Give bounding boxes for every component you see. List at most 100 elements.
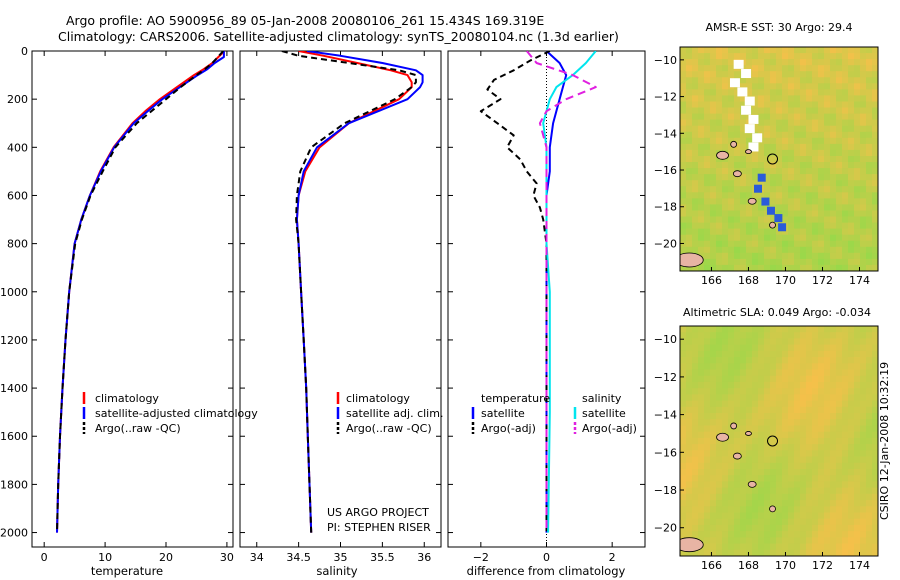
map-cell	[866, 363, 873, 371]
map-cell	[722, 338, 729, 346]
map-cell	[782, 137, 789, 145]
map-cell	[776, 450, 783, 458]
map-cell	[764, 101, 771, 109]
map-cell	[806, 481, 813, 489]
map-cell	[692, 450, 699, 458]
map-cell	[794, 493, 801, 501]
map-cell	[704, 332, 711, 339]
map-cell	[800, 264, 807, 271]
map-cell	[818, 143, 825, 151]
map-cell	[758, 388, 765, 395]
map-cell	[686, 113, 693, 121]
map-cell	[854, 59, 861, 66]
map-cell	[788, 549, 795, 556]
map-cell	[740, 47, 747, 54]
map-cell	[704, 210, 711, 218]
map-cell	[692, 524, 699, 532]
map-cell	[872, 437, 878, 445]
map-cell	[710, 450, 717, 458]
map-cell	[818, 192, 825, 199]
map-cell	[758, 462, 765, 470]
map-cell	[830, 89, 837, 97]
map-cell	[872, 326, 878, 333]
map-cell	[806, 149, 813, 157]
y-tick-label: 200	[7, 93, 28, 106]
map-cell	[776, 83, 783, 90]
map-cell	[842, 419, 849, 426]
map-cell	[872, 59, 878, 66]
map-cell	[710, 101, 717, 109]
map-cell	[734, 524, 741, 532]
map-cell	[776, 258, 783, 266]
map-cell	[860, 444, 867, 451]
map-cell	[746, 137, 753, 145]
map-cell	[842, 174, 849, 181]
map-cell	[764, 518, 771, 526]
map-cell	[698, 332, 705, 339]
map-cell	[752, 431, 759, 439]
map-cell	[758, 512, 765, 520]
map-cell	[776, 107, 783, 115]
map-cell	[854, 156, 861, 163]
map-cell	[710, 71, 717, 78]
map-cell	[740, 419, 747, 426]
map-cell	[842, 59, 849, 66]
map-cell	[680, 168, 687, 175]
map-cell	[710, 326, 717, 333]
map-cell	[746, 475, 753, 482]
map-cell	[686, 413, 693, 420]
island	[732, 452, 742, 460]
map-cell	[752, 413, 759, 420]
map-cell	[710, 419, 717, 426]
map-cell	[740, 394, 747, 402]
map-cell	[752, 234, 759, 242]
map-cell	[752, 216, 759, 224]
map-cell	[806, 47, 813, 54]
map-cell	[770, 186, 777, 193]
map-cell	[746, 369, 753, 377]
map-cell	[794, 481, 801, 489]
map-cell	[812, 77, 819, 84]
map-cell	[716, 326, 723, 333]
map-cell	[860, 83, 867, 90]
map-cell	[740, 53, 747, 60]
map-cell	[734, 198, 741, 206]
map-cell	[686, 137, 693, 145]
map-cell	[770, 388, 777, 395]
map-cell	[842, 543, 849, 551]
map-cell	[728, 156, 735, 163]
map-cell	[716, 400, 723, 408]
map-cell	[764, 162, 771, 169]
map-cell	[848, 487, 855, 495]
map-cell	[752, 326, 759, 333]
map-cell	[686, 381, 693, 389]
map-cell	[782, 180, 789, 187]
map-cell	[872, 210, 878, 218]
map-cell	[794, 543, 801, 551]
map-cell	[776, 406, 783, 414]
map-cell	[716, 258, 723, 266]
map-cell	[680, 381, 687, 389]
map-cell	[830, 216, 837, 224]
map-cell	[704, 481, 711, 489]
map-cell	[770, 174, 777, 181]
map-cell	[842, 450, 849, 458]
map-cell	[848, 450, 855, 458]
map-cell	[758, 198, 765, 206]
map-cell	[710, 493, 717, 501]
map-cell	[680, 493, 687, 501]
map-cell	[752, 369, 759, 377]
map-cell	[734, 101, 741, 109]
map-cell	[812, 400, 819, 408]
map-cell	[704, 216, 711, 224]
map-cell	[800, 83, 807, 90]
map-cell	[788, 156, 795, 163]
map-cell	[854, 77, 861, 84]
map-cell	[872, 338, 878, 346]
map-cell	[836, 326, 843, 333]
map-cell	[836, 425, 843, 433]
map-cell	[722, 113, 729, 121]
map-cell	[764, 264, 771, 271]
map-cell	[770, 431, 777, 439]
map-cell	[698, 531, 705, 538]
